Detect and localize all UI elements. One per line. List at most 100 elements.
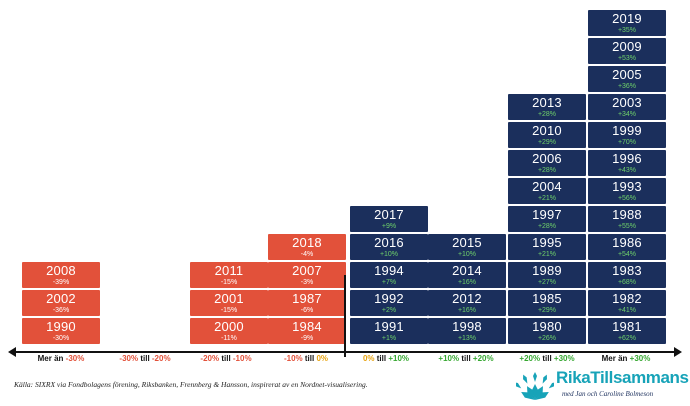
source-note: Källa: SIXRX via Fondbolagens förening, … <box>14 380 368 389</box>
arrow-right-icon <box>674 347 682 357</box>
tile-year: 2017 <box>374 207 404 222</box>
tile-return: +28% <box>537 167 557 174</box>
year-tile: 1983 +68% <box>588 262 666 288</box>
year-tile: 1999 +70% <box>588 122 666 148</box>
year-tile: 1986 +54% <box>588 234 666 260</box>
tile-year: 1981 <box>612 319 642 334</box>
tile-return: +27% <box>537 279 557 286</box>
category-label: 0% till +10% <box>345 354 427 363</box>
tile-year: 2008 <box>46 263 76 278</box>
category-high: -20% <box>151 354 171 363</box>
tile-year: 2001 <box>214 291 244 306</box>
tile-year: 1995 <box>532 235 562 250</box>
tile-year: 2014 <box>452 263 482 278</box>
tile-return: -6% <box>300 307 314 314</box>
category-low: +20% <box>519 354 541 363</box>
tile-return: -3% <box>300 279 314 286</box>
tile-return: +54% <box>617 251 637 258</box>
tile-return: +1% <box>381 335 397 342</box>
tile-year: 1999 <box>612 123 642 138</box>
tile-return: +16% <box>457 307 477 314</box>
category-label: +10% till +20% <box>425 354 507 363</box>
tile-return: -4% <box>300 251 314 258</box>
tile-year: 2000 <box>214 319 244 334</box>
year-tile: 1989 +27% <box>508 262 586 288</box>
tile-year: 2019 <box>612 11 642 26</box>
year-tile: 1997 +28% <box>508 206 586 232</box>
tile-return: -11% <box>221 335 237 342</box>
tile-return: -39% <box>52 279 70 286</box>
brand-mark-icon <box>516 372 554 400</box>
year-tile: 2019 +35% <box>588 10 666 36</box>
tile-return: +53% <box>617 55 637 62</box>
category-label: Mer än +30% <box>585 354 667 363</box>
year-tile: 2013 +28% <box>508 94 586 120</box>
tile-year: 2012 <box>452 291 482 306</box>
tile-return: +43% <box>617 167 637 174</box>
year-tile: 1990 -30% <box>22 318 100 344</box>
year-tile: 1981 +62% <box>588 318 666 344</box>
tile-year: 2007 <box>292 263 322 278</box>
tile-return: +41% <box>617 307 637 314</box>
tile-return: +21% <box>537 195 557 202</box>
year-tile: 2008 -39% <box>22 262 100 288</box>
tile-year: 1993 <box>612 179 642 194</box>
tile-return: -9% <box>300 335 314 342</box>
category-low: -30% <box>119 354 139 363</box>
tile-return: +2% <box>381 307 397 314</box>
tile-return: +36% <box>617 83 637 90</box>
tile-return: +29% <box>537 307 557 314</box>
year-tile: 2000 -11% <box>190 318 268 344</box>
year-tile: 1982 +41% <box>588 290 666 316</box>
tile-year: 2013 <box>532 95 562 110</box>
category-label: Mer än -30% <box>20 354 102 363</box>
tile-return: +26% <box>537 335 557 342</box>
tile-return: -30% <box>52 335 70 342</box>
year-tile: 1995 +21% <box>508 234 586 260</box>
tile-year: 1997 <box>532 207 562 222</box>
tile-year: 1985 <box>532 291 562 306</box>
brand-logo: RikaTillsammans med Jan och Caroline Bol… <box>516 366 689 402</box>
year-tile: 2006 +28% <box>508 150 586 176</box>
category-label: -20% till -10% <box>185 354 267 363</box>
year-tile: 1980 +26% <box>508 318 586 344</box>
year-tile: 2002 -36% <box>22 290 100 316</box>
tile-return: +70% <box>617 139 637 146</box>
category-sep: till <box>219 354 233 363</box>
category-label: -30% till -20% <box>104 354 186 363</box>
year-tile: 2015 +10% <box>428 234 506 260</box>
tile-year: 2009 <box>612 39 642 54</box>
year-tile: 2003 +34% <box>588 94 666 120</box>
category-high: +30% <box>553 354 575 363</box>
tile-year: 1996 <box>612 151 642 166</box>
category-sep: till <box>459 354 473 363</box>
tile-return: +68% <box>617 279 637 286</box>
category-low: -10% <box>283 354 303 363</box>
year-tile: 2004 +21% <box>508 178 586 204</box>
category-label: +20% till +30% <box>506 354 588 363</box>
tile-year: 1982 <box>612 291 642 306</box>
year-tile: 1988 +55% <box>588 206 666 232</box>
tile-year: 1994 <box>374 263 404 278</box>
tile-return: -36% <box>52 307 70 314</box>
category-high: -10% <box>232 354 252 363</box>
category-sep: till <box>540 354 554 363</box>
tile-year: 1998 <box>452 319 482 334</box>
year-tile: 2016 +10% <box>350 234 428 260</box>
tile-return: +21% <box>537 251 557 258</box>
year-tile: 1993 +56% <box>588 178 666 204</box>
category-label: -10% till 0% <box>265 354 347 363</box>
tile-year: 2018 <box>292 235 322 250</box>
tile-year: 2003 <box>612 95 642 110</box>
year-tile: 2014 +16% <box>428 262 506 288</box>
year-tile: 2012 +16% <box>428 290 506 316</box>
tile-year: 1984 <box>292 319 322 334</box>
year-tile: 2018 -4% <box>268 234 346 260</box>
category-sep: till <box>302 354 317 363</box>
year-tile: 2011 -15% <box>190 262 268 288</box>
tile-return: +62% <box>617 335 637 342</box>
tile-year: 1987 <box>292 291 322 306</box>
tile-year: 2005 <box>612 67 642 82</box>
year-tile: 1985 +29% <box>508 290 586 316</box>
